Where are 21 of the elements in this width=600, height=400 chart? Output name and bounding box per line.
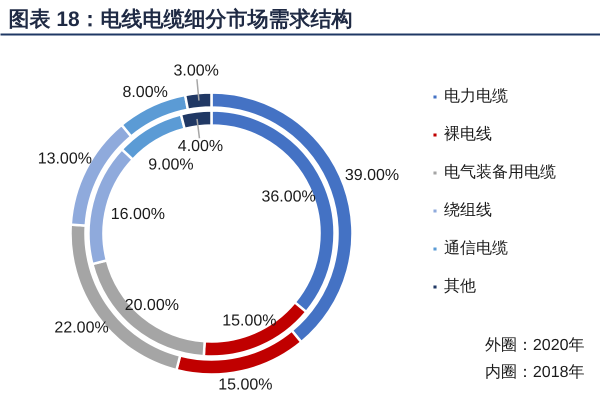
data-label: 39.00% bbox=[344, 167, 400, 184]
text: 外圈：2020年 bbox=[484, 337, 584, 354]
chart-title: 图表 18：电线电缆细分市场需求结构 bbox=[8, 7, 353, 31]
data-label: 20.00% bbox=[124, 297, 179, 314]
data-label: 8.00% bbox=[122, 84, 168, 101]
legend-label: 电气装备用电缆 bbox=[444, 162, 556, 182]
legend-label: 裸电线 bbox=[444, 124, 492, 144]
legend-label: 通信电缆 bbox=[444, 238, 508, 258]
data-label: 9.00% bbox=[148, 156, 194, 174]
data-label: 3.00% bbox=[173, 62, 219, 80]
data-label: 15.00% bbox=[218, 376, 272, 394]
data-label: 15.00% bbox=[222, 312, 276, 330]
data-label: 13.00% bbox=[38, 150, 92, 168]
data-label: 4.00% bbox=[178, 138, 224, 155]
data-label: 22.00% bbox=[54, 319, 109, 336]
data-label: 16.00% bbox=[110, 206, 166, 224]
legend-label: 电力电缆 bbox=[444, 86, 508, 106]
data-label: 36.00% bbox=[261, 188, 316, 206]
text: 内圈：2018年 bbox=[484, 363, 584, 381]
legend-label: 绕组线 bbox=[444, 200, 492, 220]
legend-label: 其他 bbox=[444, 276, 476, 296]
